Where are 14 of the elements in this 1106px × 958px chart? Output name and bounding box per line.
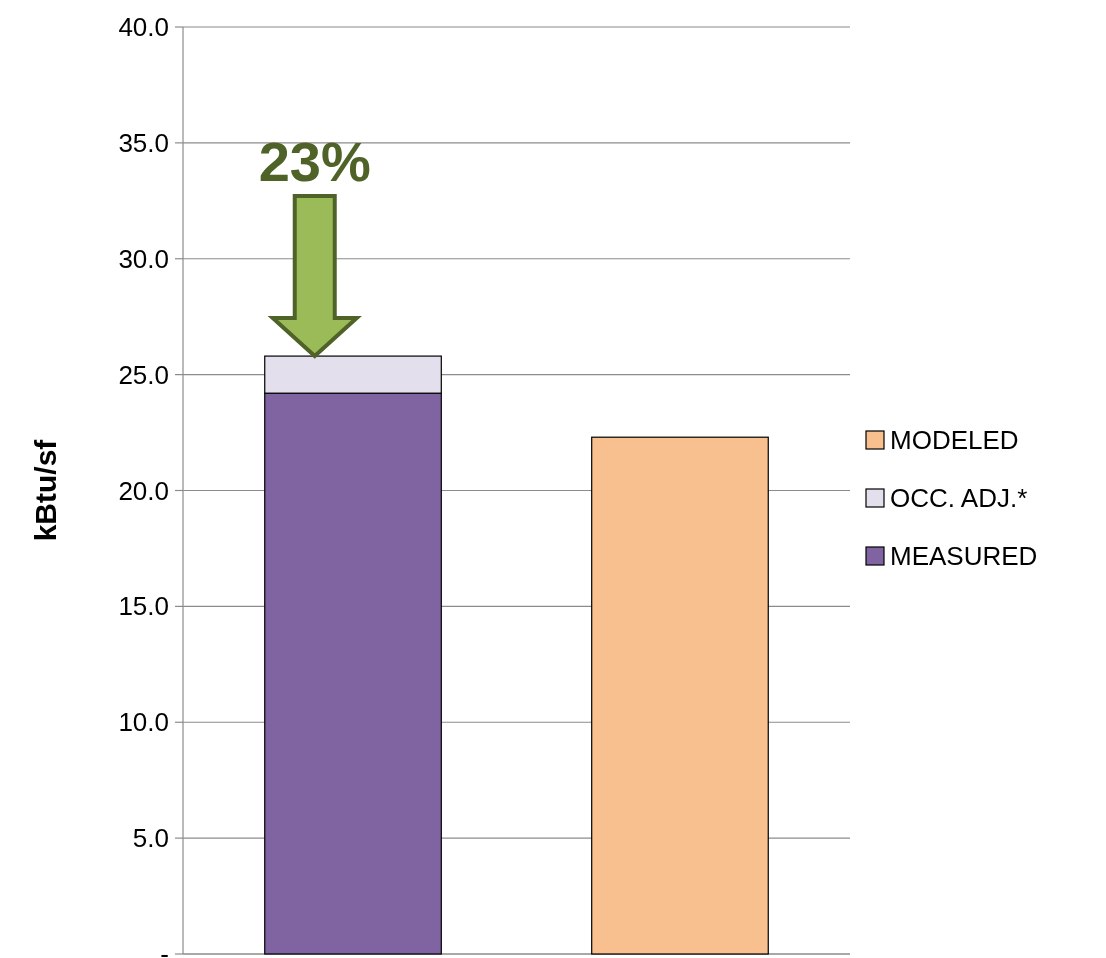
y-tick-label: 40.0 bbox=[118, 12, 169, 43]
y-tick-label: 35.0 bbox=[118, 127, 169, 158]
legend-label: MEASURED bbox=[890, 541, 1038, 572]
annotation: 23% bbox=[258, 130, 371, 194]
y-tick-label: 25.0 bbox=[118, 359, 169, 390]
y-axis-title: kBtu/sf bbox=[29, 438, 62, 542]
y-tick-label: 5.0 bbox=[132, 823, 169, 854]
y-tick-label: - bbox=[160, 939, 169, 958]
legend-label: MODELED bbox=[890, 425, 1019, 456]
legend-label: OCC. ADJ.* bbox=[890, 483, 1028, 514]
y-tick-label: 20.0 bbox=[118, 475, 169, 506]
y-tick-label: 15.0 bbox=[118, 591, 169, 622]
y-tick-label: 30.0 bbox=[118, 243, 169, 274]
y-tick-label: 10.0 bbox=[118, 707, 169, 738]
